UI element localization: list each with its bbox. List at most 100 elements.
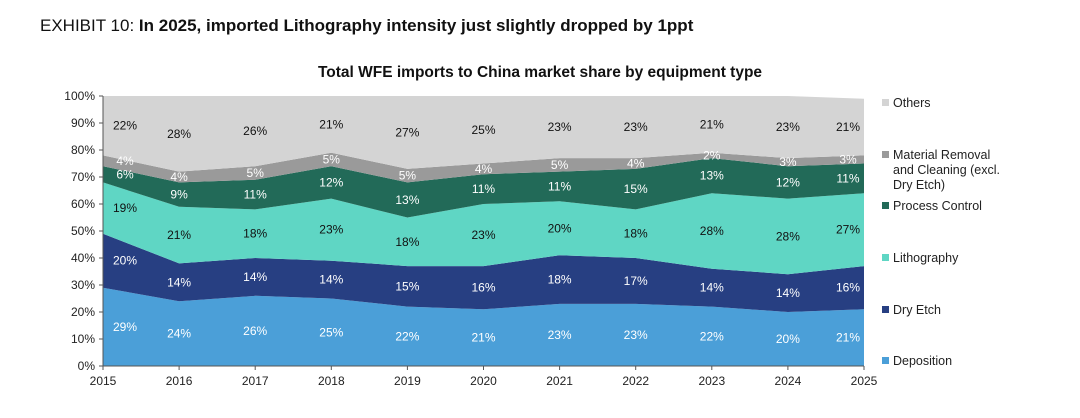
x-tick-label: 2016 <box>166 374 193 388</box>
legend-swatch <box>882 357 889 364</box>
x-tick-label: 2025 <box>851 374 878 388</box>
legend-label: Dry Etch <box>893 303 941 317</box>
data-label: 4% <box>475 162 493 176</box>
x-tick-label: 2021 <box>546 374 573 388</box>
data-label: 15% <box>395 279 419 293</box>
data-label: 5% <box>247 166 265 180</box>
data-label: 2% <box>703 148 721 162</box>
x-tick-label: 2017 <box>242 374 269 388</box>
data-label: 21% <box>700 117 724 131</box>
data-label: 17% <box>624 274 648 288</box>
area-lithography <box>103 182 864 275</box>
data-label: 16% <box>471 281 495 295</box>
y-tick-label: 20% <box>71 305 95 319</box>
data-label: 20% <box>776 332 800 346</box>
data-label: 23% <box>624 120 648 134</box>
data-label: 20% <box>548 221 572 235</box>
x-tick-label: 2022 <box>622 374 649 388</box>
y-tick-label: 90% <box>71 116 95 130</box>
y-tick-label: 70% <box>71 170 95 184</box>
area-dry-etch <box>103 233 864 312</box>
data-label: 5% <box>399 169 417 183</box>
data-label: 16% <box>836 281 860 295</box>
legend-label: Material Removal <box>893 148 990 162</box>
data-label: 14% <box>319 273 343 287</box>
data-label: 13% <box>700 169 724 183</box>
legend-swatch <box>882 99 889 106</box>
data-label: 4% <box>116 154 134 168</box>
data-label: 27% <box>836 223 860 237</box>
y-tick-label: 60% <box>71 197 95 211</box>
data-label: 23% <box>319 223 343 237</box>
data-label: 21% <box>167 228 191 242</box>
data-label: 29% <box>113 320 137 334</box>
exhibit-title: In 2025, imported Lithography intensity … <box>138 16 694 35</box>
data-label: 25% <box>319 325 343 339</box>
data-label: 22% <box>113 119 137 133</box>
data-label: 15% <box>624 182 648 196</box>
data-label: 3% <box>839 152 857 166</box>
data-label: 11% <box>836 171 859 185</box>
legend-label: and Cleaning (excl. <box>893 163 1000 177</box>
y-tick-label: 10% <box>71 332 95 346</box>
data-label: 5% <box>323 152 341 166</box>
legend-swatch <box>882 254 889 261</box>
data-label: 26% <box>243 124 267 138</box>
data-label: 5% <box>551 158 569 172</box>
data-label: 14% <box>167 275 191 289</box>
data-label: 21% <box>471 331 495 345</box>
exhibit-prefix: EXHIBIT 10: <box>40 16 139 35</box>
data-label: 14% <box>776 286 800 300</box>
x-tick-label: 2024 <box>775 374 802 388</box>
data-label: 20% <box>113 254 137 268</box>
area-others <box>103 96 864 172</box>
data-label: 3% <box>779 155 797 169</box>
data-label: 6% <box>116 167 134 181</box>
x-tick-label: 2023 <box>698 374 725 388</box>
data-label: 22% <box>395 329 419 343</box>
data-label: 4% <box>170 170 188 184</box>
legend-swatch <box>882 202 889 209</box>
legend-label: Others <box>893 96 931 110</box>
data-label: 23% <box>624 328 648 342</box>
legend-label: Dry Etch) <box>893 178 945 192</box>
data-label: 21% <box>319 117 343 131</box>
y-tick-label: 30% <box>71 278 95 292</box>
data-label: 18% <box>548 273 572 287</box>
data-label: 19% <box>113 201 137 215</box>
area-material-removal-and-cleaning-excl-dry-etch- <box>103 152 864 183</box>
data-label: 21% <box>836 331 860 345</box>
data-label: 23% <box>471 228 495 242</box>
x-tick-label: 2015 <box>90 374 117 388</box>
x-tick-label: 2020 <box>470 374 497 388</box>
legend-label: Deposition <box>893 354 952 368</box>
data-label: 22% <box>700 329 724 343</box>
legend-label: Lithography <box>893 251 959 265</box>
data-label: 27% <box>395 125 419 139</box>
legend-swatch <box>882 151 889 158</box>
data-label: 23% <box>548 328 572 342</box>
chart-title: Total WFE imports to China market share … <box>317 64 763 81</box>
y-tick-label: 40% <box>71 251 95 265</box>
data-label: 11% <box>472 182 495 196</box>
data-label: 18% <box>395 235 419 249</box>
data-label: 28% <box>700 224 724 238</box>
data-label: 4% <box>627 157 645 171</box>
x-tick-label: 2018 <box>318 374 345 388</box>
data-label: 11% <box>548 179 571 193</box>
data-label: 26% <box>243 324 267 338</box>
data-label: 12% <box>776 175 800 189</box>
data-label: 12% <box>319 175 343 189</box>
data-label: 14% <box>700 281 724 295</box>
legend-swatch <box>882 306 889 313</box>
data-label: 28% <box>167 127 191 141</box>
data-label: 13% <box>395 193 419 207</box>
data-label: 9% <box>170 188 188 202</box>
y-tick-label: 0% <box>78 359 96 373</box>
data-label: 11% <box>244 188 267 202</box>
data-label: 23% <box>776 120 800 134</box>
y-tick-label: 50% <box>71 224 95 238</box>
data-label: 18% <box>624 227 648 241</box>
data-label: 23% <box>548 120 572 134</box>
